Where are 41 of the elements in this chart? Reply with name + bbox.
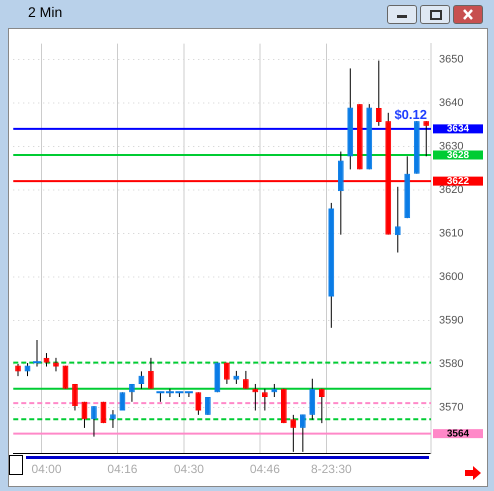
x-tick-label: 04:46	[250, 462, 280, 476]
candlestick	[138, 370, 144, 390]
x-tick-label: 04:00	[31, 462, 62, 476]
candlestick	[44, 352, 50, 368]
ref-line-label: 3634	[446, 124, 470, 135]
candlestick	[53, 357, 59, 372]
x-tick-label: 8-23:30	[310, 462, 352, 476]
y-tick-label: 3610	[439, 227, 464, 240]
candlestick	[423, 120, 430, 157]
y-tick-label: 3580	[439, 358, 464, 370]
y-tick-label: 3630	[439, 140, 464, 152]
candlestick	[376, 60, 382, 126]
candlestick	[196, 392, 202, 416]
candlestick	[24, 362, 30, 377]
candlestick	[224, 362, 230, 384]
y-tick-label: 3590	[439, 314, 464, 326]
ref-line-label: 3564	[446, 428, 470, 440]
annotation: $0.12	[394, 107, 427, 122]
candlestick	[148, 357, 154, 390]
candlestick	[252, 383, 258, 412]
candlestick	[129, 383, 135, 402]
candlestick	[234, 370, 240, 384]
y-tick-label: 3570	[439, 401, 464, 414]
candlestick	[262, 388, 268, 412]
candlestick	[243, 370, 249, 390]
ref-line-label: 3628	[446, 150, 470, 161]
x-tick-label: 04:16	[107, 462, 138, 476]
candlestick	[394, 186, 401, 254]
candlestick	[271, 383, 278, 398]
candlestick	[205, 396, 211, 416]
y-tick-label: 3600	[439, 270, 464, 283]
chart-title: 2 Min	[28, 4, 62, 20]
candlestick	[72, 383, 78, 412]
candlestick	[15, 363, 21, 377]
x-tick-label: 04:30	[174, 462, 204, 476]
candlestick	[110, 410, 116, 428]
y-tick-label: 3640	[439, 96, 464, 109]
y-tick-label: 3650	[439, 53, 464, 66]
candlestick	[318, 388, 325, 424]
candlestick	[82, 401, 88, 428]
candlestick	[91, 406, 97, 438]
